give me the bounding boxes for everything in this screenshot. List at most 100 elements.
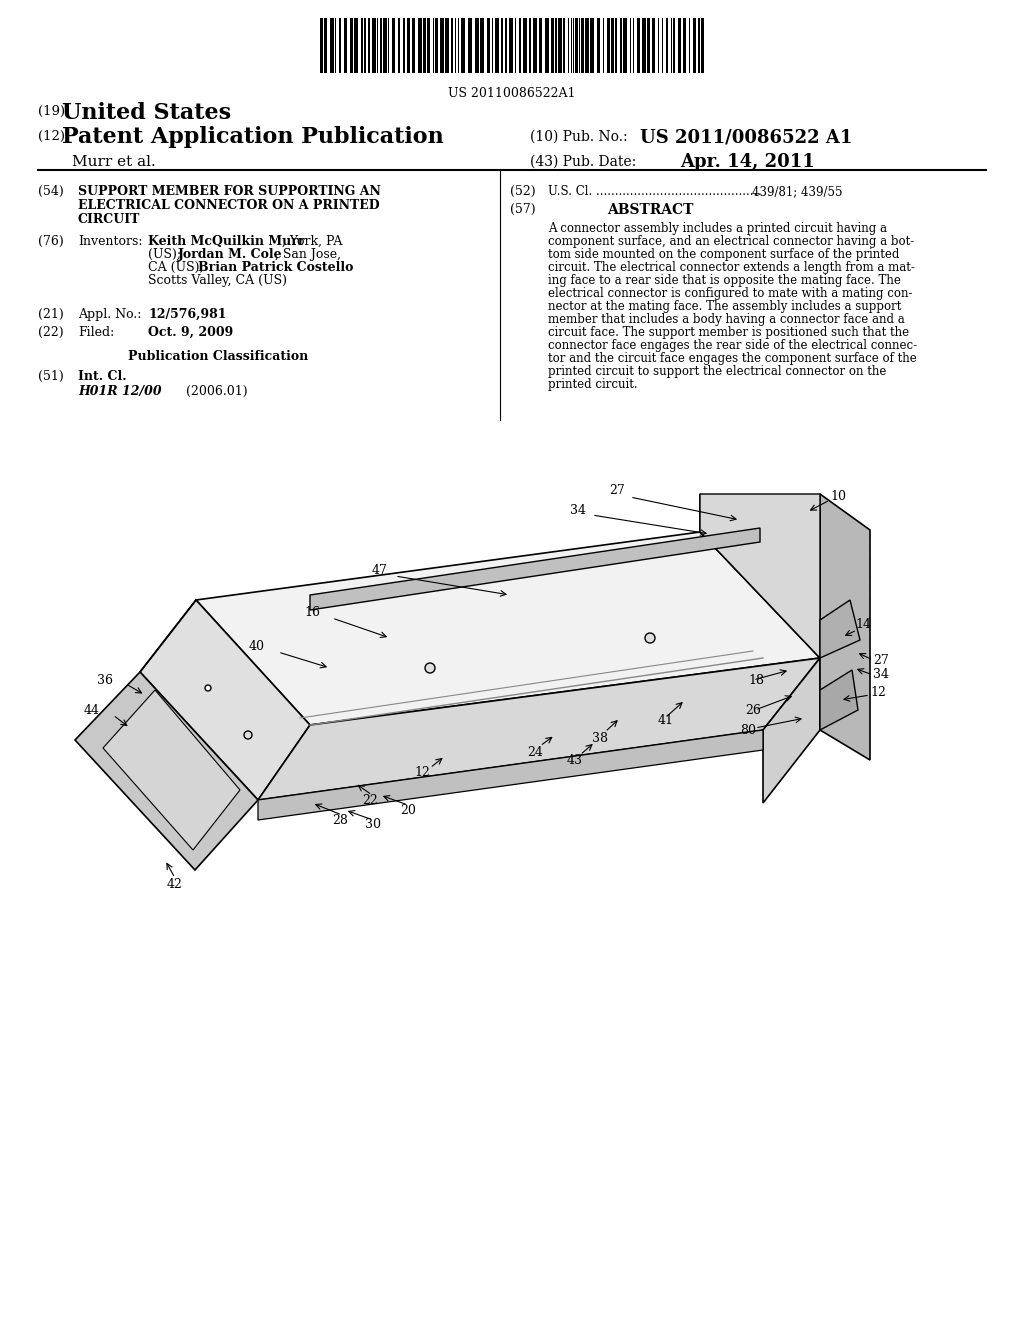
Text: (22): (22) <box>38 326 63 339</box>
Text: 22: 22 <box>362 793 378 807</box>
Bar <box>693 18 696 73</box>
Bar <box>461 18 465 73</box>
Polygon shape <box>75 672 258 870</box>
Bar <box>380 18 382 73</box>
Circle shape <box>645 634 655 643</box>
Bar <box>678 18 681 73</box>
Text: tom side mounted on the component surface of the printed: tom side mounted on the component surfac… <box>548 248 899 261</box>
Text: , York, PA: , York, PA <box>282 235 342 248</box>
Text: 43: 43 <box>567 754 583 767</box>
Bar <box>683 18 686 73</box>
Polygon shape <box>258 730 763 820</box>
Bar <box>495 18 499 73</box>
Polygon shape <box>820 494 870 760</box>
Bar <box>383 18 387 73</box>
Text: printed circuit to support the electrical connector on the: printed circuit to support the electrica… <box>548 366 887 378</box>
Polygon shape <box>103 690 240 850</box>
Bar <box>575 18 578 73</box>
Bar <box>509 18 513 73</box>
Text: 36: 36 <box>97 673 113 686</box>
Text: Inventors:: Inventors: <box>78 235 142 248</box>
Bar <box>319 18 323 73</box>
Text: 34: 34 <box>873 668 889 681</box>
Text: (2006.01): (2006.01) <box>186 385 248 399</box>
Bar <box>623 18 627 73</box>
Bar <box>611 18 614 73</box>
Bar <box>361 18 362 73</box>
Bar <box>620 18 622 73</box>
Text: tor and the circuit face engages the component surface of the: tor and the circuit face engages the com… <box>548 352 916 366</box>
Text: 14: 14 <box>855 619 871 631</box>
Bar <box>330 18 334 73</box>
Circle shape <box>244 731 252 739</box>
Text: Jordan M. Cole: Jordan M. Cole <box>178 248 283 261</box>
Bar <box>440 18 444 73</box>
Bar <box>555 18 557 73</box>
Bar <box>368 18 370 73</box>
Text: 439/81; 439/55: 439/81; 439/55 <box>752 185 843 198</box>
Bar <box>480 18 484 73</box>
Text: , San Jose,: , San Jose, <box>275 248 341 261</box>
Bar <box>487 18 490 73</box>
Bar <box>350 18 353 73</box>
Text: (21): (21) <box>38 308 63 321</box>
Text: CA (US);: CA (US); <box>148 261 208 275</box>
Bar <box>534 18 537 73</box>
Text: 27: 27 <box>609 483 625 496</box>
Text: United States: United States <box>62 102 231 124</box>
Text: Filed:: Filed: <box>78 326 115 339</box>
Bar <box>523 18 527 73</box>
Text: SUPPORT MEMBER FOR SUPPORTING AN: SUPPORT MEMBER FOR SUPPORTING AN <box>78 185 381 198</box>
Bar <box>505 18 507 73</box>
Bar <box>585 18 589 73</box>
Bar <box>652 18 655 73</box>
Text: (19): (19) <box>38 106 66 117</box>
Bar <box>563 18 565 73</box>
Bar <box>451 18 453 73</box>
Text: electrical connector is configured to mate with a mating con-: electrical connector is configured to ma… <box>548 286 912 300</box>
Polygon shape <box>820 601 860 657</box>
Text: Keith McQuilkin Murr: Keith McQuilkin Murr <box>148 235 304 248</box>
Text: 40: 40 <box>249 640 265 653</box>
Bar <box>501 18 503 73</box>
Bar <box>475 18 479 73</box>
Polygon shape <box>700 494 820 657</box>
Bar <box>344 18 347 73</box>
Bar <box>647 18 650 73</box>
Text: Oct. 9, 2009: Oct. 9, 2009 <box>148 326 233 339</box>
Bar <box>551 18 554 73</box>
Bar <box>581 18 584 73</box>
Bar <box>372 18 376 73</box>
Text: 80: 80 <box>740 723 756 737</box>
Polygon shape <box>310 528 760 610</box>
Bar <box>324 18 327 73</box>
Text: ELECTRICAL CONNECTOR ON A PRINTED: ELECTRICAL CONNECTOR ON A PRINTED <box>78 199 380 213</box>
Text: 12: 12 <box>414 766 430 779</box>
Text: (54): (54) <box>38 185 63 198</box>
Bar <box>666 18 668 73</box>
Bar <box>445 18 449 73</box>
Text: Appl. No.:: Appl. No.: <box>78 308 141 321</box>
Text: US 2011/0086522 A1: US 2011/0086522 A1 <box>640 128 852 147</box>
Bar <box>607 18 610 73</box>
Text: US 20110086522A1: US 20110086522A1 <box>449 87 575 100</box>
Text: 44: 44 <box>84 704 100 717</box>
Circle shape <box>425 663 435 673</box>
Text: connector face engages the rear side of the electrical connec-: connector face engages the rear side of … <box>548 339 918 352</box>
Bar <box>519 18 521 73</box>
Bar <box>418 18 422 73</box>
Text: 16: 16 <box>304 606 319 619</box>
Text: printed circuit.: printed circuit. <box>548 378 638 391</box>
Text: member that includes a body having a connector face and a: member that includes a body having a con… <box>548 313 905 326</box>
Bar <box>529 18 531 73</box>
Bar <box>597 18 600 73</box>
Text: (76): (76) <box>38 235 63 248</box>
Bar <box>423 18 426 73</box>
Text: (52): (52) <box>510 185 536 198</box>
Text: 27: 27 <box>873 653 889 667</box>
Text: Int. Cl.: Int. Cl. <box>78 370 127 383</box>
Bar <box>427 18 430 73</box>
Text: 38: 38 <box>592 731 608 744</box>
Text: A connector assembly includes a printed circuit having a: A connector assembly includes a printed … <box>548 222 887 235</box>
Text: (57): (57) <box>510 203 536 216</box>
